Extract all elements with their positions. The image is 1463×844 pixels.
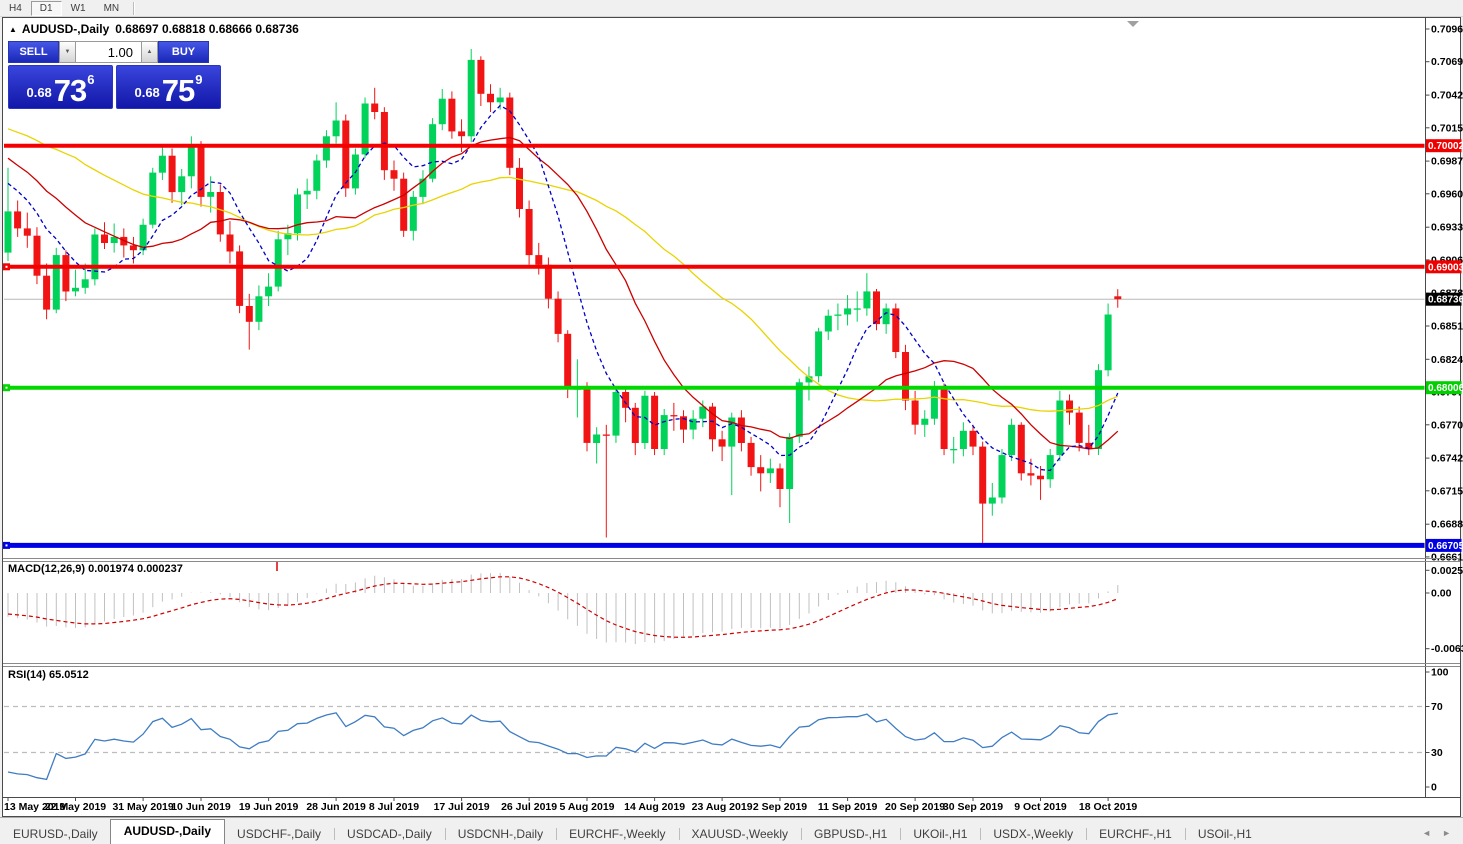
chart-tab-usdcnh-daily[interactable]: USDCNH-,Daily bbox=[444, 824, 556, 844]
sell-price-pip: 6 bbox=[87, 72, 95, 87]
tab-scroll-right-icon[interactable]: ► bbox=[1442, 828, 1451, 838]
macd-indicator-label: MACD(12,26,9) 0.001974 0.000237 bbox=[8, 563, 183, 575]
tab-scroll-buttons: ◄ ► bbox=[1422, 828, 1463, 844]
svg-text:20 Sep 2019: 20 Sep 2019 bbox=[885, 801, 945, 813]
timeframe-button-d1[interactable]: D1 bbox=[30, 1, 62, 16]
support-resistance-lines bbox=[3, 143, 1425, 549]
timeframe-toolbar: H4 D1 W1 MN bbox=[0, 0, 1463, 17]
svg-text:100: 100 bbox=[1431, 667, 1449, 679]
buy-price-big: 75 bbox=[161, 73, 195, 108]
chart-tab-usdchf-daily[interactable]: USDCHF-,Daily bbox=[224, 824, 334, 844]
svg-text:19 Jun 2019: 19 Jun 2019 bbox=[239, 801, 299, 813]
svg-text:0: 0 bbox=[1431, 782, 1437, 794]
sell-price-box[interactable]: 0.68 73 6 bbox=[8, 65, 113, 109]
chart-tab-bar: EURUSD-,Daily AUDUSD-,Daily USDCHF-,Daily U… bbox=[0, 817, 1463, 844]
svg-text:10 Jun 2019: 10 Jun 2019 bbox=[171, 801, 231, 813]
chart-tab-ukoil-h1[interactable]: UKOil-,H1 bbox=[900, 824, 980, 844]
svg-text:2 Sep 2019: 2 Sep 2019 bbox=[753, 801, 807, 813]
svg-text:0.002574: 0.002574 bbox=[1431, 565, 1463, 577]
svg-text:13 May 2019: 13 May 2019 bbox=[4, 801, 65, 813]
moving-averages bbox=[7, 104, 1119, 472]
svg-text:22 May 2019: 22 May 2019 bbox=[45, 801, 106, 813]
svg-text:26 Jul 2019: 26 Jul 2019 bbox=[501, 801, 557, 813]
chart-tab-xauusd-weekly[interactable]: XAUUSD-,Weekly bbox=[678, 824, 801, 844]
chart-tab-usoil-h1[interactable]: USOil-,H1 bbox=[1184, 824, 1265, 844]
svg-text:31 May 2019: 31 May 2019 bbox=[112, 801, 173, 813]
sell-price-prefix: 0.68 bbox=[26, 85, 52, 100]
svg-text:0.67155: 0.67155 bbox=[1431, 485, 1463, 497]
candlestick-series bbox=[4, 49, 1122, 544]
svg-text:5 Aug 2019: 5 Aug 2019 bbox=[559, 801, 614, 813]
svg-text:0.70695: 0.70695 bbox=[1431, 56, 1463, 68]
svg-text:0.69875: 0.69875 bbox=[1431, 156, 1463, 168]
collapse-panel-icon[interactable]: ▲ bbox=[9, 25, 17, 34]
svg-text:0.69605: 0.69605 bbox=[1431, 188, 1463, 200]
panel-separators bbox=[3, 558, 1460, 798]
buy-price-pip: 9 bbox=[195, 72, 203, 87]
macd-panel: 0.002574 0.00 -0.006326 bbox=[7, 562, 1463, 655]
svg-text:30 Sep 2019: 30 Sep 2019 bbox=[943, 801, 1003, 813]
chart-tab-audusd-daily[interactable]: AUDUSD-,Daily bbox=[109, 819, 226, 844]
buy-button[interactable]: BUY bbox=[158, 41, 209, 63]
rsi-indicator-label: RSI(14) 65.0512 bbox=[8, 669, 89, 681]
chart-tab-usdcad-daily[interactable]: USDCAD-,Daily bbox=[334, 824, 445, 844]
svg-text:9 Oct 2019: 9 Oct 2019 bbox=[1014, 801, 1067, 813]
chevron-up-icon: ▲ bbox=[146, 49, 153, 55]
chart-ohlc-values: 0.68697 0.68818 0.68666 0.68736 bbox=[115, 22, 299, 36]
chart-title: ▲ AUDUSD-,Daily 0.68697 0.68818 0.68666 0.… bbox=[9, 22, 299, 36]
last-bar-marker-icon bbox=[1127, 21, 1139, 27]
chart-tab-eurusd-daily[interactable]: EURUSD-,Daily bbox=[13, 827, 98, 841]
svg-text:-0.006326: -0.006326 bbox=[1431, 643, 1463, 655]
svg-text:0.67425: 0.67425 bbox=[1431, 453, 1463, 465]
svg-text:0.68736: 0.68736 bbox=[1428, 295, 1463, 306]
chart-tab-gbpusd-h1[interactable]: GBPUSD-,H1 bbox=[801, 824, 900, 844]
buy-price-box[interactable]: 0.68 75 9 bbox=[116, 65, 221, 109]
svg-text:23 Aug 2019: 23 Aug 2019 bbox=[692, 801, 753, 813]
svg-text:0.70965: 0.70965 bbox=[1431, 24, 1463, 36]
timeframe-button-w1[interactable]: W1 bbox=[70, 3, 86, 14]
one-click-trading-panel: SELL ▼ ▲ BUY 0.68 73 6 0.68 75 9 bbox=[8, 41, 227, 109]
svg-text:70: 70 bbox=[1431, 701, 1443, 713]
toolbar-separator bbox=[133, 1, 135, 15]
buy-price-prefix: 0.68 bbox=[134, 85, 160, 100]
svg-text:0.00: 0.00 bbox=[1431, 588, 1452, 600]
svg-text:0.70002: 0.70002 bbox=[1428, 141, 1463, 152]
svg-text:8 Jul 2019: 8 Jul 2019 bbox=[369, 801, 419, 813]
svg-text:0.69003: 0.69003 bbox=[1428, 262, 1463, 273]
sell-button[interactable]: SELL bbox=[8, 41, 59, 63]
svg-text:14 Aug 2019: 14 Aug 2019 bbox=[624, 801, 685, 813]
svg-text:11 Sep 2019: 11 Sep 2019 bbox=[818, 801, 878, 813]
chart-tab-eurchf-h1[interactable]: EURCHF-,H1 bbox=[1086, 824, 1185, 844]
chart-tab-eurchf-weekly[interactable]: EURCHF-,Weekly bbox=[556, 824, 678, 844]
svg-text:0.68515: 0.68515 bbox=[1431, 321, 1463, 333]
svg-text:17 Jul 2019: 17 Jul 2019 bbox=[434, 801, 490, 813]
svg-text:28 Jun 2019: 28 Jun 2019 bbox=[306, 801, 366, 813]
svg-text:0.66705: 0.66705 bbox=[1428, 541, 1463, 552]
svg-text:0.68006: 0.68006 bbox=[1428, 383, 1463, 394]
tab-scroll-left-icon[interactable]: ◄ bbox=[1422, 828, 1432, 838]
volume-decrease-button[interactable]: ▼ bbox=[59, 41, 76, 63]
volume-input[interactable] bbox=[76, 41, 141, 63]
sell-price-big: 73 bbox=[53, 73, 87, 108]
volume-increase-button[interactable]: ▲ bbox=[141, 41, 158, 63]
timeframe-button-mn[interactable]: MN bbox=[103, 3, 120, 14]
chevron-down-icon: ▼ bbox=[64, 49, 71, 55]
svg-text:18 Oct 2019: 18 Oct 2019 bbox=[1079, 801, 1138, 813]
rsi-panel: 100 70 30 0 bbox=[4, 667, 1449, 794]
timeframe-button-h4[interactable]: H4 bbox=[9, 3, 22, 14]
chart-tab-usdx-weekly[interactable]: USDX-,Weekly bbox=[980, 824, 1086, 844]
chart-symbol-label: AUDUSD-,Daily bbox=[21, 22, 110, 36]
svg-text:30: 30 bbox=[1431, 747, 1443, 759]
